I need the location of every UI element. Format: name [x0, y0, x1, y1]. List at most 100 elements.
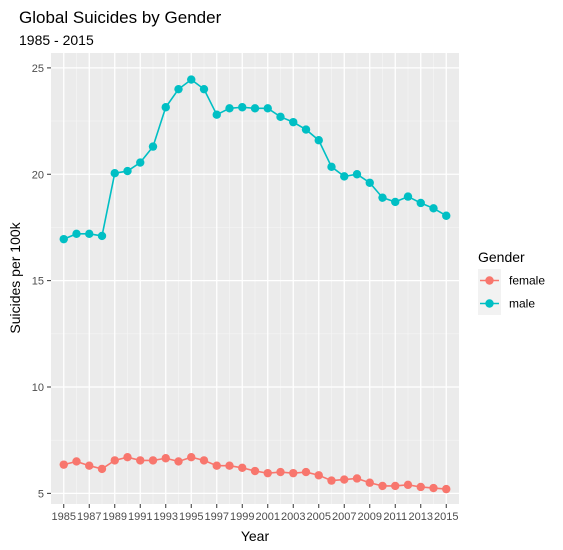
data-point-female [110, 456, 119, 465]
grid-minor [51, 53, 459, 504]
data-point-male [327, 162, 336, 172]
data-point-female [378, 481, 387, 491]
data-point-male [289, 117, 298, 127]
data-point-female [442, 484, 451, 494]
legend-key-point-male [485, 299, 494, 308]
y-axis-label: Suicides per 100k [7, 221, 23, 333]
data-point-female [225, 461, 234, 470]
x-tick-label: 2007 [332, 511, 356, 523]
data-point-female [429, 483, 438, 493]
data-point-male [429, 204, 438, 213]
data-point-male [110, 168, 119, 178]
x-tick-label: 1985 [52, 511, 76, 523]
data-point-female [314, 471, 323, 480]
data-point-male [97, 231, 107, 241]
data-point-female [352, 474, 362, 483]
data-point-male [123, 166, 132, 176]
data-point-male [136, 158, 145, 167]
data-point-male [263, 104, 272, 113]
legend-key-point-female [485, 276, 494, 285]
x-tick-label: 2013 [409, 511, 433, 523]
data-point-male [212, 110, 221, 119]
y-tick-label: 25 [32, 63, 44, 75]
data-point-male [187, 75, 196, 84]
data-point-male [250, 104, 260, 113]
legend-label-female: female [509, 274, 545, 288]
data-point-female [276, 467, 285, 477]
data-point-male [174, 84, 183, 94]
data-point-male [161, 103, 170, 112]
x-tick-label: 2011 [383, 511, 407, 523]
data-point-male [352, 170, 362, 179]
data-point-female [187, 452, 196, 462]
x-tick-label: 1993 [154, 511, 178, 523]
x-tick-label: 1995 [179, 511, 203, 523]
data-point-female [59, 460, 68, 469]
data-point-female [199, 456, 209, 465]
data-point-female [123, 452, 132, 462]
data-point-male [225, 104, 234, 113]
x-tick-label: 2015 [434, 511, 458, 523]
data-point-female [136, 456, 145, 465]
data-point-male [340, 172, 349, 181]
data-point-female [148, 456, 158, 465]
x-tick-label: 1991 [128, 511, 152, 523]
data-point-female [97, 464, 107, 474]
grid-major [51, 53, 459, 504]
data-point-female [365, 478, 374, 487]
data-point-female [72, 457, 81, 466]
data-point-female [174, 457, 183, 466]
data-point-male [378, 193, 387, 202]
chart-subtitle: 1985 - 2015 [19, 32, 94, 48]
data-point-male [391, 197, 400, 207]
x-axis-ticks: 1985 1987 1989 1991 1993 1995 1997 1999 2001 2003… [52, 504, 458, 523]
y-tick-label: 15 [32, 276, 44, 288]
data-point-male [365, 178, 374, 187]
data-point-female [416, 482, 425, 492]
data-point-male [85, 229, 94, 239]
y-tick-label: 10 [32, 382, 44, 394]
data-point-female [403, 480, 413, 490]
data-point-male [148, 142, 158, 151]
data-point-female [340, 475, 349, 484]
data-point-male [442, 211, 451, 220]
y-tick-label: 5 [38, 488, 44, 500]
data-point-male [416, 198, 425, 208]
x-tick-label: 1997 [205, 511, 229, 523]
legend: Gender female male [478, 249, 545, 315]
data-point-female [289, 468, 298, 478]
series-layer [59, 75, 451, 494]
data-point-male [301, 125, 311, 134]
x-tick-label: 2001 [256, 511, 280, 523]
data-point-female [212, 461, 221, 470]
x-tick-label: 2005 [307, 511, 331, 523]
data-point-female [250, 466, 260, 476]
x-axis-label: Year [241, 528, 270, 544]
legend-items: female male [478, 269, 545, 315]
legend-title: Gender [478, 249, 525, 265]
data-point-male [72, 229, 81, 239]
x-tick-label: 2003 [281, 511, 305, 523]
data-point-male [199, 84, 209, 94]
data-point-female [161, 454, 170, 463]
y-tick-label: 20 [32, 169, 44, 181]
data-point-female [327, 476, 336, 485]
data-point-male [276, 112, 285, 122]
data-point-female [238, 463, 247, 473]
data-point-female [301, 467, 311, 477]
x-tick-label: 1989 [103, 511, 127, 523]
x-tick-label: 2009 [358, 511, 382, 523]
chart-title: Global Suicides by Gender [19, 8, 222, 27]
x-tick-label: 1999 [230, 511, 254, 523]
data-point-male [59, 234, 68, 244]
data-point-female [85, 461, 94, 470]
data-point-male [238, 103, 247, 112]
y-axis-ticks: 5 10 15 20 25 [32, 63, 51, 500]
data-point-male [314, 136, 323, 145]
data-point-male [403, 192, 413, 201]
data-point-female [391, 481, 400, 491]
x-tick-label: 1987 [77, 511, 101, 523]
legend-label-male: male [509, 297, 535, 311]
data-point-female [263, 468, 272, 478]
